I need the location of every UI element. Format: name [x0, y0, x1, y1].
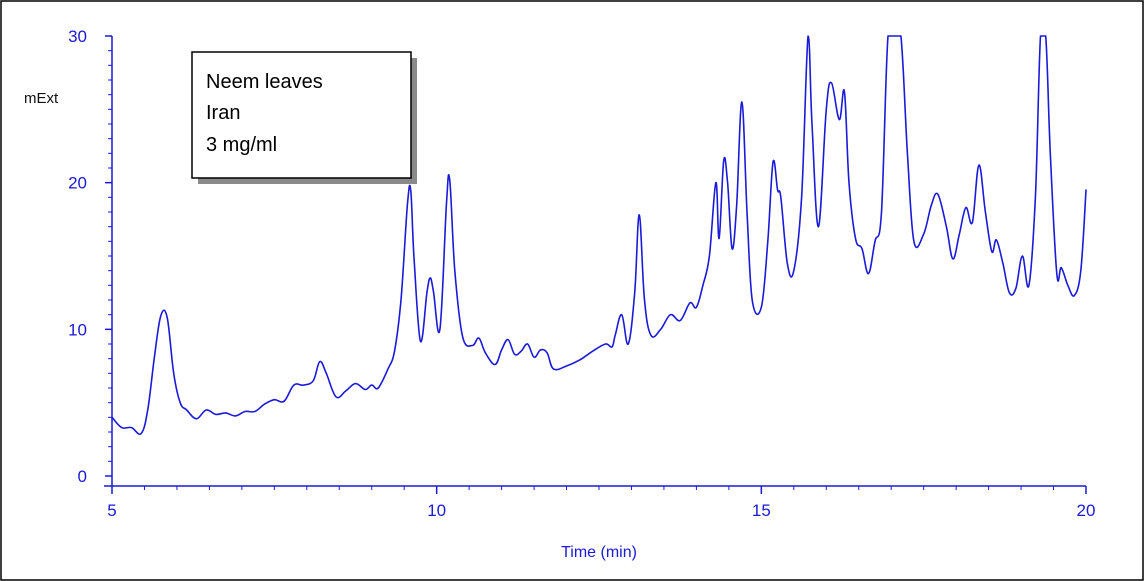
axes: [104, 36, 1086, 487]
y-tick-label: 0: [78, 467, 87, 486]
x-tick-label: 10: [427, 501, 446, 520]
x-tick-label: 15: [752, 501, 771, 520]
annotation-frame: [191, 51, 412, 179]
y-tick-label: 30: [68, 27, 87, 46]
y-tick-label: 20: [68, 174, 87, 193]
annotation-line-3: 3 mg/ml: [206, 134, 277, 156]
y-tick-label: 10: [68, 320, 87, 339]
x-tick-label: 5: [107, 501, 116, 520]
annotation-box: Neem leaves Iran 3 mg/ml: [191, 51, 417, 184]
y-axis-label: mExt: [24, 90, 59, 107]
x-axis-label: Time (min): [561, 544, 637, 561]
annotation-line-2: Iran: [206, 102, 240, 124]
x-tick-label: 20: [1077, 501, 1096, 520]
chromatogram-trace: [111, 35, 1087, 435]
annotation-line-1: Neem leaves: [206, 71, 323, 93]
x-ticks: 5 10 15 20: [107, 486, 1095, 520]
y-ticks: 0 10 20 30: [68, 27, 112, 486]
